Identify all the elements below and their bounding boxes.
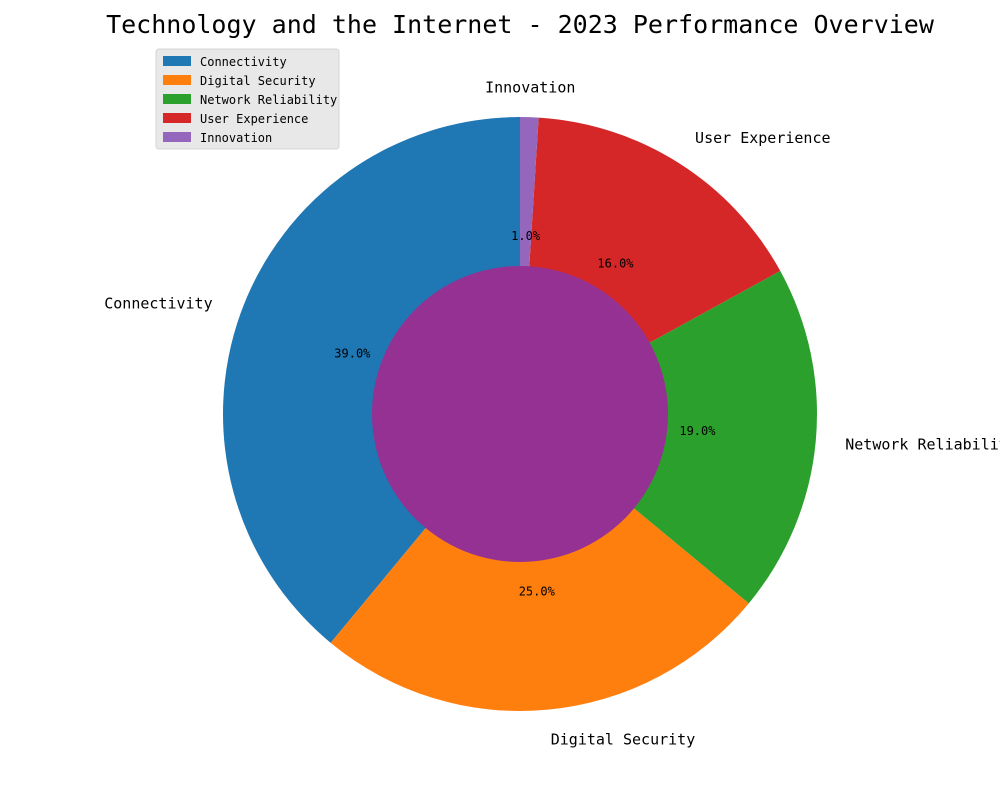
legend-box [155, 48, 340, 150]
slice-label-network-reliability: Network Reliability [845, 436, 1000, 454]
slice-network-reliability [520, 270, 817, 604]
slice-connectivity [223, 117, 520, 643]
legend-label-network-reliability: Network Reliability [200, 93, 337, 107]
legend-label-user-experience: User Experience [200, 112, 308, 126]
legend-swatch-user-experience [163, 113, 191, 123]
slice-label-user-experience: User Experience [695, 129, 830, 147]
legend-swatch-connectivity [163, 56, 191, 66]
slice-digital-security [330, 414, 749, 711]
legend: Connectivity Digital Security Network Reli… [155, 48, 340, 150]
slice-label-innovation: Innovation [485, 78, 575, 96]
legend-swatch-network-reliability [163, 94, 191, 104]
pct-label-connectivity: 39.0% [334, 347, 371, 361]
legend-label-connectivity: Connectivity [200, 55, 287, 69]
pct-label-user-experience: 16.0% [597, 257, 634, 271]
pct-label-innovation: 1.0% [511, 229, 541, 243]
legend-label-digital-security: Digital Security [200, 74, 316, 88]
legend-swatch-innovation [163, 132, 191, 142]
legend-swatch-digital-security [163, 75, 191, 85]
pct-label-network-reliability: 19.0% [679, 424, 716, 438]
legend-label-innovation: Innovation [200, 131, 272, 145]
pct-label-digital-security: 25.0% [519, 584, 556, 598]
center-hole [372, 266, 668, 562]
slice-label-connectivity: Connectivity [104, 294, 212, 312]
chart-title: Technology and the Internet - 2023 Perfo… [106, 10, 935, 39]
slice-label-digital-security: Digital Security [551, 730, 696, 748]
labels-group: Connectivity 39.0% Digital Security 25.0% Ne… [104, 78, 1000, 748]
